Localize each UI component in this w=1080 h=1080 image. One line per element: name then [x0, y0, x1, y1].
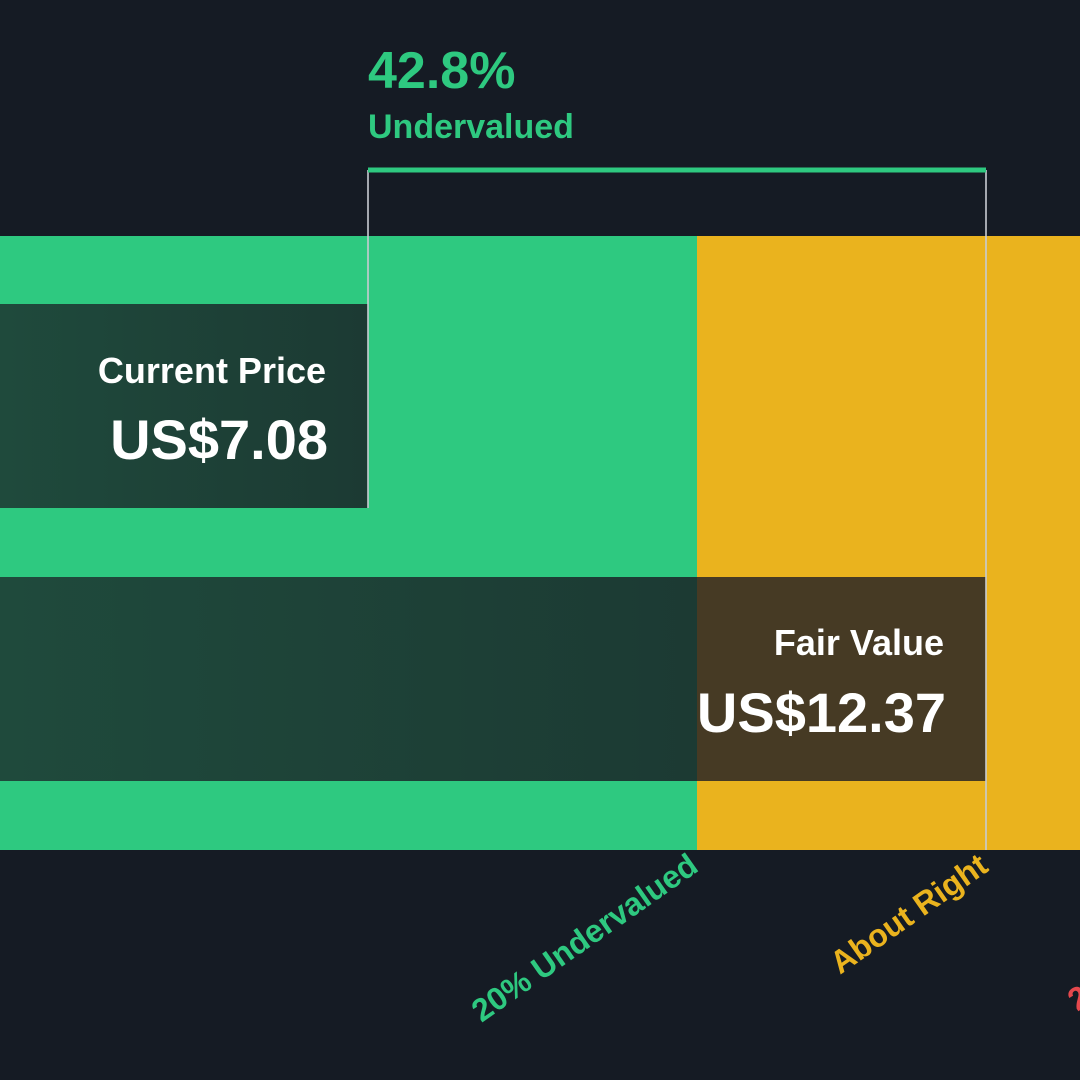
fair-value-bar — [0, 577, 697, 781]
current-price-label: Current Price — [98, 350, 326, 391]
fair-value-label: Fair Value — [774, 622, 944, 663]
verdict: Undervalued — [368, 108, 574, 146]
fair-value-value: US$12.37 — [697, 681, 946, 744]
fair-value-bar — [697, 577, 986, 781]
current-price-bar — [0, 304, 368, 508]
current-price-value: US$7.08 — [110, 408, 328, 471]
percent: 42.8% — [368, 42, 515, 100]
